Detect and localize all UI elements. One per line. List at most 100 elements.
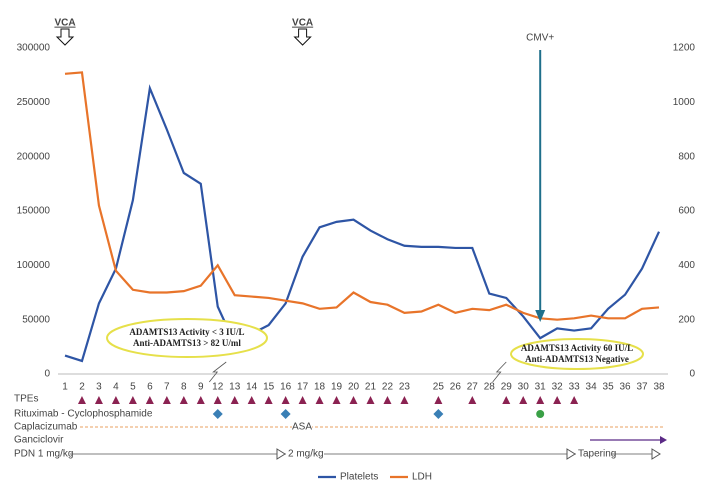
y-tick-label: 250000	[17, 97, 51, 108]
axis-break	[208, 361, 227, 383]
x-tick-label: 34	[586, 382, 598, 393]
y-tick-label: 100000	[17, 260, 51, 271]
tpe-marker	[264, 396, 273, 404]
tpe-marker	[519, 396, 528, 404]
tpe-marker	[77, 396, 86, 404]
tpe-marker	[332, 396, 341, 404]
tpe-marker	[111, 396, 120, 404]
x-tick-label: 1	[62, 382, 68, 393]
x-tick-label: 31	[535, 382, 547, 393]
y2-tick-label: 600	[678, 206, 695, 217]
treatment-label: TPEs	[14, 394, 38, 405]
tpe-marker	[366, 396, 375, 404]
x-tick-label: 23	[399, 382, 411, 393]
y2-tick-label: 800	[678, 151, 695, 162]
tpe-marker	[179, 396, 188, 404]
vca-arrow	[293, 28, 312, 46]
y-tick-label: 150000	[17, 206, 51, 217]
pdn-end: Tapering	[578, 449, 616, 460]
x-tick-label: 35	[603, 382, 615, 393]
x-tick-label: 37	[636, 382, 648, 393]
asa-label: ASA	[292, 422, 312, 433]
x-tick-label: 25	[433, 382, 445, 393]
tpe-marker	[230, 396, 239, 404]
note-text: ADAMTS13 Activity < 3 IU/L	[129, 327, 244, 337]
x-tick-label: 36	[619, 382, 631, 393]
vca-label: VCA	[54, 18, 75, 29]
tpe-marker	[281, 396, 290, 404]
asa-bg	[292, 421, 312, 433]
y2-tick-label: 1200	[673, 43, 696, 54]
x-tick-label: 17	[297, 382, 309, 393]
y-tick-label: 300000	[17, 43, 51, 54]
x-tick-label: 4	[113, 382, 119, 393]
note-ellipse	[510, 338, 644, 370]
pdn-arrow	[566, 448, 576, 460]
x-tick-label: 22	[382, 382, 394, 393]
ritux-marker	[433, 409, 444, 419]
x-tick-label: 15	[263, 382, 275, 393]
x-tick-label: 3	[96, 382, 102, 393]
note-ellipse	[106, 318, 268, 358]
y-tick-label: 200000	[17, 151, 51, 162]
tpe-marker	[553, 396, 562, 404]
x-tick-label: 28	[484, 382, 496, 393]
tpe-marker	[383, 396, 392, 404]
vca-arrow	[55, 28, 75, 46]
tpe-marker	[570, 396, 579, 404]
pdn-end-bg	[576, 448, 612, 460]
tpe-marker	[349, 396, 358, 404]
x-tick-label: 8	[181, 382, 187, 393]
ritux-marker	[212, 409, 223, 419]
treatment-label: Caplacizumab	[14, 422, 78, 433]
tpe-marker	[434, 396, 443, 404]
treatment-label: Ganciclovir	[14, 435, 64, 446]
tpe-marker	[213, 396, 222, 404]
note-text: ADAMTS13 Activity 60 IU/L	[521, 343, 633, 353]
x-tick-label: 6	[147, 382, 153, 393]
series-line	[64, 84, 660, 363]
y2-tick-label: 0	[689, 369, 695, 380]
tpe-marker	[247, 396, 256, 404]
x-tick-label: 32	[552, 382, 564, 393]
tpe-marker	[128, 396, 137, 404]
ritux-marker	[536, 410, 545, 418]
tpe-marker	[162, 396, 171, 404]
x-tick-label: 14	[246, 382, 258, 393]
tpe-marker	[468, 396, 477, 404]
tpe-marker	[145, 396, 154, 404]
x-tick-label: 5	[130, 382, 136, 393]
x-tick-label: 9	[198, 382, 204, 393]
tpe-marker	[196, 396, 205, 404]
x-tick-label: 18	[314, 382, 326, 393]
tpe-marker	[94, 396, 103, 404]
x-tick-label: 13	[229, 382, 241, 393]
x-tick-label: 20	[348, 382, 360, 393]
legend-label: LDH	[412, 472, 432, 483]
note-text: Anti-ADAMTS13 Negative	[525, 354, 629, 364]
ganci-head	[660, 436, 667, 444]
ritux-marker	[280, 409, 291, 419]
x-tick-label: 21	[365, 382, 377, 393]
cmv-arrowhead	[535, 310, 546, 322]
x-tick-label: 27	[467, 382, 479, 393]
treatment-label: PDN 1 mg/kg	[14, 449, 73, 460]
x-tick-label: 7	[164, 382, 170, 393]
tpe-marker	[298, 396, 307, 404]
y-tick-label: 50000	[22, 314, 50, 325]
x-tick-label: 2	[79, 382, 85, 393]
y-tick-label: 0	[44, 369, 50, 380]
treatment-label: Rituximab - Cyclophosphamide	[14, 409, 153, 420]
pdn-arrow	[276, 448, 286, 460]
y2-tick-label: 1000	[673, 97, 696, 108]
tpe-marker	[502, 396, 511, 404]
tpe-marker	[536, 396, 545, 404]
vca-label: VCA	[292, 18, 313, 29]
pdn-mid: 2 mg/kg	[288, 449, 324, 460]
x-tick-label: 19	[331, 382, 343, 393]
pdn-arrow	[651, 448, 661, 460]
tpe-marker	[315, 396, 324, 404]
y2-tick-label: 400	[678, 260, 695, 271]
note-text: Anti-ADAMTS13 > 82 U/ml	[133, 338, 241, 348]
